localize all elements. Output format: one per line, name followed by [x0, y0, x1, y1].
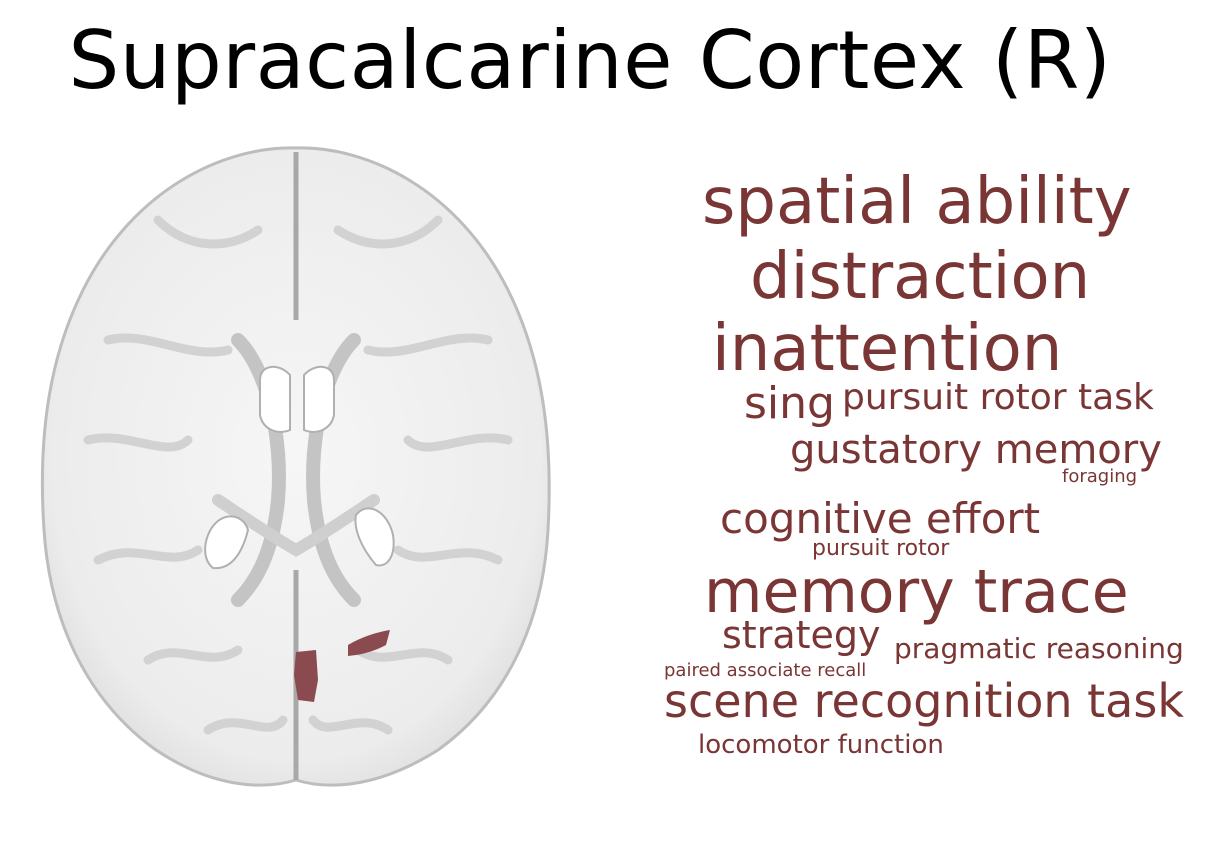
word-locomotor-function: locomotor function [698, 730, 944, 760]
highlight-region-right [348, 630, 390, 656]
word-scene-recognition-task: scene recognition task [664, 674, 1184, 728]
word-sing: sing [744, 378, 835, 429]
brain-axial-slice [38, 140, 558, 795]
word-inattention: inattention [712, 312, 1063, 386]
word-cloud: spatial ability distraction inattention … [650, 150, 1210, 790]
word-strategy: strategy [722, 613, 881, 657]
word-pursuit-rotor: pursuit rotor [812, 536, 950, 561]
word-paired-associate-recall: paired associate recall [664, 660, 867, 681]
word-pursuit-rotor-task: pursuit rotor task [842, 377, 1154, 418]
word-foraging: foraging [1062, 466, 1138, 487]
word-cognitive-effort: cognitive effort [720, 494, 1041, 543]
word-memory-trace: memory trace [704, 557, 1129, 627]
word-pragmatic-reasoning: pragmatic reasoning [894, 632, 1184, 665]
highlight-region-left [294, 650, 318, 702]
word-distraction: distraction [750, 240, 1091, 314]
word-gustatory-memory: gustatory memory [790, 427, 1162, 473]
page-title: Supracalcarine Cortex (R) [68, 14, 1112, 107]
brain-image [40, 146, 551, 787]
word-spatial-ability: spatial ability [702, 165, 1132, 239]
